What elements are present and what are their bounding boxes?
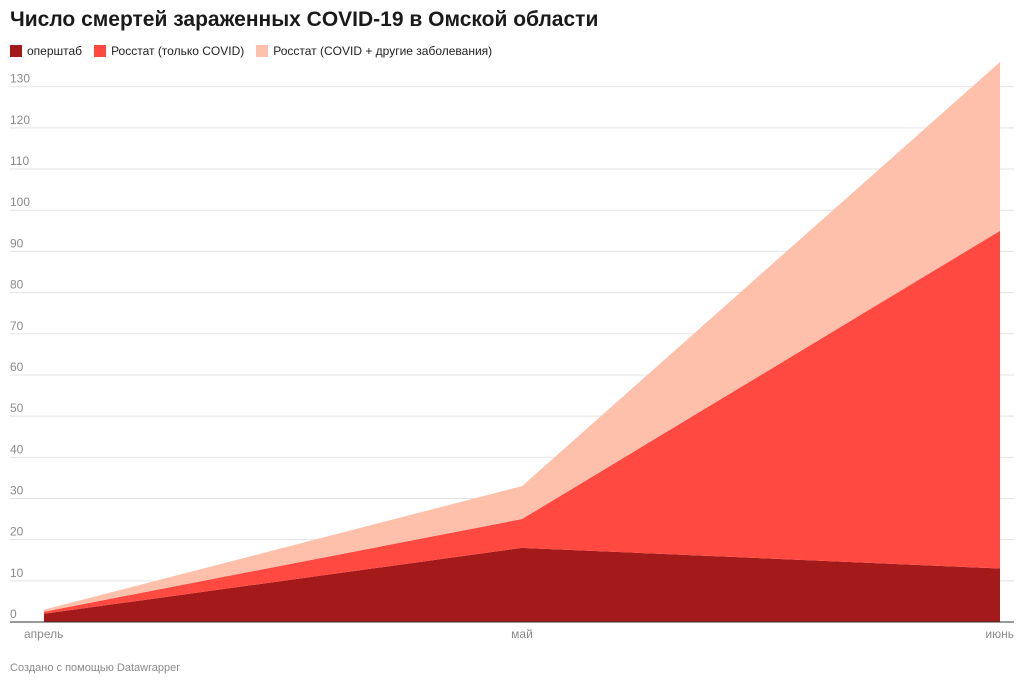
y-tick-label-110: 110 xyxy=(10,154,29,168)
y-tick-label-30: 30 xyxy=(10,483,24,497)
legend: оперштаб Росстат (только COVID) Росстат … xyxy=(10,44,504,58)
legend-swatch-rosstat-covid xyxy=(94,45,107,57)
area-series-1 xyxy=(44,230,1000,614)
legend-item-rosstat-covid: Росстат (только COVID) xyxy=(94,44,244,58)
x-tick-label-1: май xyxy=(511,627,533,641)
y-tick-label-0: 0 xyxy=(10,607,17,621)
area-series-0 xyxy=(44,547,1000,622)
footer-credit: Создано с помощью Datawrapper xyxy=(10,662,180,674)
x-tick-label-2: июнь xyxy=(985,627,1014,641)
y-tick-label-20: 20 xyxy=(10,525,24,539)
y-tick-label-90: 90 xyxy=(10,236,24,250)
legend-label-rosstat-covid-other: Росстат (COVID + другие заболевания) xyxy=(273,44,493,58)
x-tick-labels: апрель май июнь xyxy=(24,627,1014,641)
y-tick-label-50: 50 xyxy=(10,401,24,415)
y-tick-label-130: 130 xyxy=(10,72,30,86)
y-tick-label-40: 40 xyxy=(10,442,24,456)
legend-swatch-rosstat-covid-other xyxy=(256,45,269,57)
y-tick-label-70: 70 xyxy=(10,319,24,333)
legend-item-rosstat-covid-other: Росстат (COVID + другие заболевания) xyxy=(256,44,492,58)
area-series-group xyxy=(44,62,1000,622)
y-tick-labels: 0 10 20 30 40 50 60 70 80 90 100 110 120 130 xyxy=(10,72,30,621)
legend-label-operstab: оперштаб xyxy=(27,44,83,58)
y-tick-label-80: 80 xyxy=(10,278,24,292)
y-tick-label-100: 100 xyxy=(10,195,30,209)
area-series-2 xyxy=(44,62,1000,612)
legend-item-operstab: оперштаб xyxy=(10,44,82,58)
y-tick-label-120: 120 xyxy=(10,113,30,127)
chart-title: Число смертей зараженных COVID-19 в Омск… xyxy=(10,8,599,31)
x-tick-label-0: апрель xyxy=(24,627,63,641)
legend-swatch-operstab xyxy=(10,45,22,57)
y-tick-label-10: 10 xyxy=(10,566,24,580)
y-tick-label-60: 60 xyxy=(10,360,24,374)
legend-label-rosstat-covid: Росстат (только COVID) xyxy=(111,44,245,58)
